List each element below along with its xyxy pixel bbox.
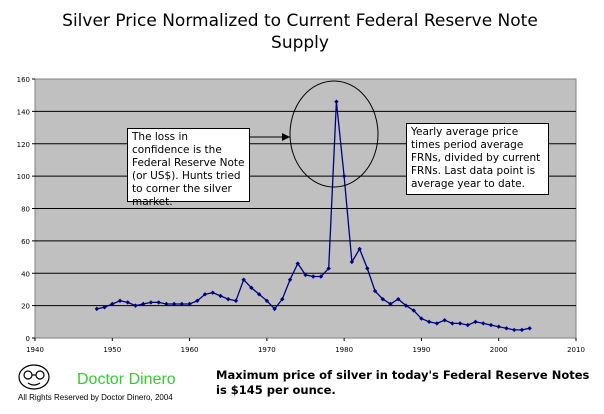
data-point <box>311 274 316 279</box>
x-tick-label: 1940 <box>26 346 44 354</box>
y-tick-label: 140 <box>17 108 30 116</box>
rights-text: All Rights Reserved by Doctor Dinero, 20… <box>18 393 173 402</box>
brand-name: Doctor Dinero <box>77 371 176 388</box>
data-point <box>388 301 393 307</box>
highlight-circle <box>289 80 379 188</box>
data-point <box>272 306 277 312</box>
x-tick-label: 1980 <box>335 346 353 354</box>
x-axis: 1940 1950 1960 1970 1980 1990 2000 2010 <box>26 338 585 354</box>
data-point <box>94 306 100 312</box>
data-point <box>287 277 293 282</box>
data-point <box>372 288 378 294</box>
data-point <box>148 300 154 305</box>
chart-title: Silver Price Normalized to Current Feder… <box>62 11 538 53</box>
data-point <box>450 321 455 326</box>
max-price-note: Maximum price of silver in today's Feder… <box>216 368 590 397</box>
data-point <box>396 296 401 302</box>
y-tick-label: 40 <box>21 270 30 278</box>
data-point <box>202 292 208 297</box>
data-point <box>125 300 130 305</box>
data-point <box>434 321 440 326</box>
series-points <box>94 99 532 333</box>
data-point <box>295 261 300 266</box>
data-point <box>341 173 347 179</box>
y-tick-label: 20 <box>21 303 30 311</box>
data-point <box>419 316 424 321</box>
data-point <box>226 296 231 302</box>
x-tick-label: 2000 <box>490 346 508 354</box>
data-point <box>504 326 509 331</box>
data-point <box>280 296 285 302</box>
annotation-left: The loss in confidence is the Federal Re… <box>127 128 250 208</box>
data-point <box>473 319 478 325</box>
data-point <box>256 292 262 297</box>
data-point <box>442 317 447 323</box>
data-point <box>457 321 463 326</box>
data-point <box>465 322 470 328</box>
data-point <box>403 303 409 308</box>
data-point <box>249 285 254 291</box>
y-tick-label: 120 <box>17 141 30 149</box>
data-point <box>210 290 215 295</box>
data-point <box>511 327 517 333</box>
data-point <box>164 301 169 307</box>
y-tick-label: 60 <box>21 238 30 246</box>
data-point <box>426 319 432 325</box>
data-point <box>527 326 532 331</box>
data-point <box>264 298 270 303</box>
doctor-dinero-logo-icon <box>18 364 50 390</box>
data-point <box>133 303 138 308</box>
data-point <box>349 259 355 265</box>
data-point <box>110 301 115 307</box>
data-point <box>241 277 246 282</box>
x-tick-label: 1990 <box>413 346 431 354</box>
data-point <box>380 296 385 302</box>
y-tick-label: 100 <box>17 173 30 181</box>
data-point <box>195 298 200 303</box>
data-point <box>156 300 161 305</box>
y-tick-label: 160 <box>17 76 30 84</box>
x-tick-label: 1950 <box>103 346 121 354</box>
data-point <box>496 324 501 329</box>
arrow-head <box>282 133 290 141</box>
data-point <box>233 298 239 303</box>
data-point <box>326 266 331 271</box>
data-point <box>102 305 107 310</box>
data-point <box>303 272 308 278</box>
data-point <box>141 301 146 307</box>
data-point <box>365 266 370 271</box>
x-tick-label: 1970 <box>258 346 276 354</box>
data-point <box>334 99 339 104</box>
y-tick-label: 80 <box>21 206 30 214</box>
data-point <box>411 308 416 313</box>
data-point <box>481 321 486 326</box>
data-point <box>171 301 177 307</box>
annotation-right: Yearly average price times period averag… <box>406 123 549 195</box>
y-axis: 0 20 40 60 80 100 120 140 160 <box>17 76 35 343</box>
data-point <box>117 298 123 303</box>
y-tick-label: 0 <box>26 335 30 343</box>
data-point <box>519 327 525 333</box>
data-point <box>318 274 324 279</box>
x-tick-label: 1960 <box>181 346 199 354</box>
data-point <box>218 293 223 299</box>
data-point <box>357 246 362 252</box>
x-tick-label: 2010 <box>567 346 585 354</box>
data-point <box>187 301 192 307</box>
data-point <box>179 301 185 307</box>
data-point <box>488 322 494 328</box>
